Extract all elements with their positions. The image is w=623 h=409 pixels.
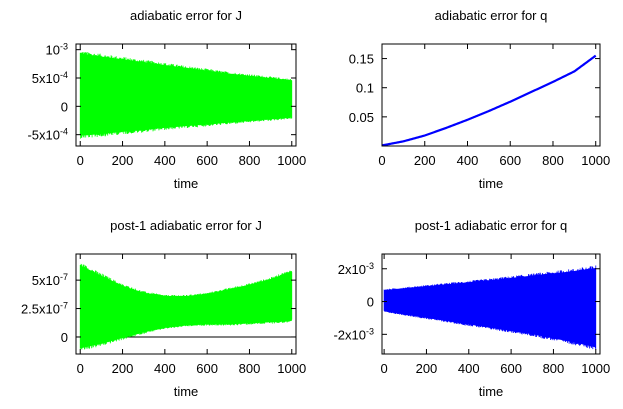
x-axis-label: time [174, 176, 199, 191]
x-tick-label: 0 [380, 361, 387, 376]
x-tick-label: 600 [500, 361, 522, 376]
x-axis-label: time [479, 384, 504, 399]
data-area [76, 263, 296, 350]
data-area [383, 265, 597, 350]
x-tick-label: 800 [543, 361, 565, 376]
x-tick-label: 400 [154, 361, 176, 376]
x-tick-label: 400 [154, 153, 176, 168]
chart-title: adiabatic error for q [435, 8, 548, 23]
chart-title: post-1 adiabatic error for q [415, 218, 567, 233]
x-axis-label: time [174, 384, 199, 399]
chart-title: adiabatic error for J [130, 8, 242, 23]
x-tick-label: 200 [416, 361, 438, 376]
x-tick-label: 400 [457, 153, 479, 168]
y-tick-label: 10-3 [46, 42, 68, 58]
series-line [382, 54, 597, 146]
x-tick-label: 800 [239, 153, 261, 168]
y-tick-label: 0 [61, 330, 68, 345]
y-tick-label: 0.15 [349, 52, 374, 67]
series-oscillation [79, 51, 293, 139]
x-axis-label: time [479, 176, 504, 191]
x-tick-label: 0 [77, 153, 84, 168]
y-tick-label: 5x10-7 [32, 272, 68, 288]
y-tick-label: 0 [61, 99, 68, 114]
y-tick-label: 2.5x10-7 [21, 301, 68, 317]
series-oscillation [79, 263, 293, 350]
x-tick-label: 1000 [581, 361, 610, 376]
plot-frame [75, 253, 297, 355]
data-area [382, 54, 597, 146]
x-tick-label: 400 [458, 361, 480, 376]
x-tick-label: 600 [196, 361, 218, 376]
chart-panel-4: post-1 adiabatic error for q 0 200 400 600 80… [333, 218, 610, 399]
plot-frame [381, 253, 601, 355]
y-tick-label: -5x10-4 [27, 127, 68, 143]
x-tick-label: 200 [414, 153, 436, 168]
y-tick-label: 5x10-4 [32, 70, 68, 86]
chart-panel-1: adiabatic error for J 0 200 400 600 800 1000 10… [27, 8, 306, 191]
x-tick-label: 0 [77, 361, 84, 376]
series-oscillation [383, 265, 597, 350]
plot-frame [381, 43, 601, 147]
x-tick-label: 800 [542, 153, 564, 168]
x-tick-label: 1000 [277, 361, 306, 376]
x-tick-label: 600 [499, 153, 521, 168]
chart-panel-3: post-1 adiabatic error for J 0 200 400 600 80… [21, 218, 306, 399]
y-tick-label: 0.1 [356, 81, 374, 96]
y-tick-label: 0.05 [349, 110, 374, 125]
data-area [79, 51, 293, 139]
x-tick-label: 800 [239, 361, 261, 376]
x-tick-label: 0 [378, 153, 385, 168]
chart-title: post-1 adiabatic error for J [110, 218, 262, 233]
x-tick-label: 1000 [277, 153, 306, 168]
y-tick-label: -2x10-3 [333, 326, 374, 342]
x-tick-label: 200 [112, 153, 134, 168]
x-tick-label: 600 [196, 153, 218, 168]
y-tick-label: 0 [367, 295, 374, 310]
plot-frame [75, 43, 297, 147]
x-tick-label: 1000 [581, 153, 610, 168]
chart-panel-2: adiabatic error for q 0 200 400 600 800 1000 0.… [349, 8, 610, 191]
x-tick-label: 200 [112, 361, 134, 376]
y-tick-label: 2x10-3 [338, 261, 374, 277]
